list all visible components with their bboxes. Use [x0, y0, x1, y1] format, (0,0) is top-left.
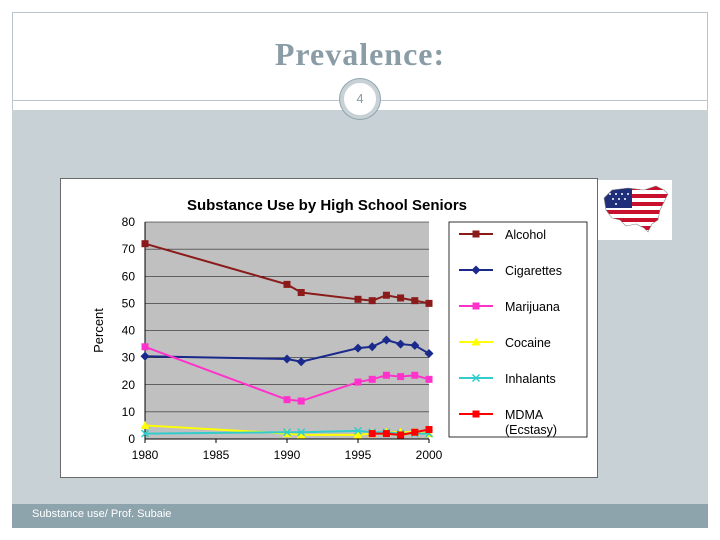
data-point-mdma [411, 428, 419, 436]
data-point-cigarettes [296, 357, 306, 367]
legend-label-alcohol: Alcohol [505, 228, 546, 242]
data-point-alcohol [283, 280, 291, 288]
legend-marker-mdma [472, 410, 480, 418]
data-point-inhalants [282, 428, 292, 437]
footer-text: Substance use/ Prof. Subaie [32, 508, 172, 520]
data-point-alcohol [397, 294, 405, 302]
legend-marker-inhalants [471, 373, 481, 383]
data-point-cigarettes [410, 340, 420, 350]
footer-bar: Substance use/ Prof. Subaie [12, 504, 708, 528]
data-point-cigarettes [367, 342, 377, 352]
data-point-marijuana [283, 396, 291, 404]
y-tick-label: 70 [122, 242, 136, 256]
y-tick-label: 60 [122, 269, 136, 283]
legend-marker-alcohol [472, 230, 480, 238]
chart-container: Substance Use by High School Seniors 0 10 2… [60, 178, 598, 478]
data-point-marijuana [425, 375, 433, 383]
data-point-marijuana [368, 375, 376, 383]
data-point-cocaine [140, 420, 150, 429]
data-point-marijuana [382, 371, 390, 379]
legend-label-marijuana: Marijuana [505, 300, 560, 314]
data-point-cigarettes [140, 351, 150, 361]
y-tick-label: 50 [122, 296, 136, 310]
y-tick-label: 10 [122, 405, 136, 419]
slide-title: Prevalence: [274, 36, 446, 72]
data-point-mdma [382, 430, 390, 438]
data-point-alcohol [411, 297, 419, 305]
data-point-mdma [397, 431, 405, 439]
legend-box [448, 221, 588, 438]
data-point-marijuana [297, 397, 305, 405]
legend-label-mdma: (Ecstasy) [505, 423, 557, 437]
legend-marker-cocaine [471, 337, 481, 346]
x-tick-label: 2000 [416, 448, 443, 462]
data-point-marijuana [141, 343, 149, 351]
x-tick-label: 1995 [345, 448, 372, 462]
data-point-inhalants [297, 428, 306, 437]
legend-label-inhalants: Inhalants [505, 372, 556, 386]
y-tick-label: 30 [122, 351, 136, 365]
data-point-cigarettes [282, 354, 292, 364]
data-point-cigarettes [424, 349, 434, 359]
data-point-alcohol [297, 289, 305, 297]
data-point-inhalants [140, 429, 150, 438]
data-point-alcohol [425, 299, 433, 307]
us-map-flag-image [598, 180, 672, 240]
data-point-alcohol [382, 291, 390, 299]
x-tick-label: 1980 [132, 448, 159, 462]
legend-marker-marijuana [472, 302, 480, 310]
legend-label-mdma: MDMA [505, 408, 544, 422]
data-point-mdma [425, 426, 433, 434]
legend-marker-cigarettes [471, 265, 481, 275]
legend-label-cocaine: Cocaine [505, 336, 551, 350]
data-point-marijuana [354, 378, 362, 386]
data-point-alcohol [354, 295, 362, 303]
data-point-mdma [368, 430, 376, 438]
legend-label-cigarettes: Cigarettes [505, 264, 562, 278]
data-point-cocaine [353, 430, 363, 439]
x-tick-label: 1990 [274, 448, 301, 462]
data-point-cigarettes [381, 335, 391, 345]
y-tick-label: 20 [122, 378, 136, 392]
y-tick-label: 80 [122, 215, 136, 229]
y-tick-label: 0 [128, 432, 135, 446]
chart-title: Substance Use by High School Seniors [187, 197, 467, 214]
data-point-marijuana [397, 373, 405, 381]
data-point-marijuana [411, 371, 419, 379]
data-point-cigarettes [396, 339, 406, 349]
substance-use-chart: Substance Use by High School Seniors 0 10 2… [91, 197, 588, 462]
data-point-cigarettes [353, 343, 363, 353]
data-point-inhalants [353, 426, 363, 435]
slide-number-badge: 4 [340, 79, 380, 119]
data-point-alcohol [368, 297, 376, 305]
y-axis-label: Percent [91, 308, 106, 353]
x-tick-label: 1985 [203, 448, 230, 462]
data-point-cocaine [296, 430, 306, 439]
data-point-alcohol [141, 240, 149, 248]
y-tick-label: 40 [122, 324, 136, 338]
